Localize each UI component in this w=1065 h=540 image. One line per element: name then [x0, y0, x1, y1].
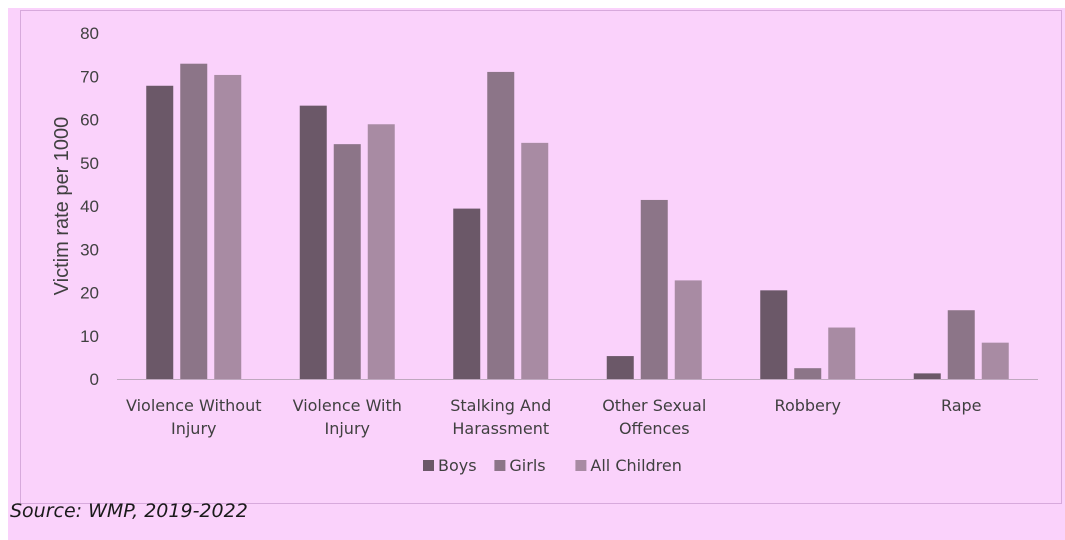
bar-boys — [913, 373, 941, 379]
x-tick-label: Stalking And — [450, 396, 551, 415]
x-tick-label: Violence With — [293, 396, 402, 415]
bar-all-children — [981, 342, 1009, 379]
bar-girls — [487, 71, 515, 380]
bar-all-children — [367, 124, 395, 379]
y-tick-label: 30 — [80, 240, 99, 259]
chart-area-border — [20, 10, 1062, 504]
bar-girls — [333, 144, 361, 379]
y-tick-label: 50 — [80, 154, 99, 173]
y-tick-label: 40 — [80, 197, 99, 216]
y-tick-label: 10 — [80, 327, 99, 346]
x-tick-label: Robbery — [775, 396, 841, 415]
bar-boys — [146, 85, 174, 379]
legend-swatch — [575, 460, 587, 471]
x-tick-label: Offences — [619, 419, 690, 438]
y-tick-label: 20 — [80, 284, 99, 303]
bar-girls — [180, 63, 208, 380]
bar-girls — [794, 368, 822, 379]
bar-all-children — [214, 74, 242, 379]
x-tick-label: Other Sexual — [602, 396, 706, 415]
x-tick-label: Rape — [941, 396, 982, 415]
legend-swatch — [423, 460, 434, 471]
bar-boys — [606, 356, 634, 379]
bar-chart: 0 10 20 30 40 50 60 70 80 Victim rate per 1000 Vio… — [51, 24, 1038, 475]
source-caption: Source: WMP, 2019-2022 — [10, 500, 248, 522]
x-tick-label: Harassment — [452, 419, 549, 438]
x-tick-label: Injury — [171, 419, 217, 438]
y-tick-label: 0 — [90, 370, 99, 389]
y-tick-label: 70 — [80, 67, 99, 86]
y-tick-label: 60 — [80, 111, 99, 130]
y-tick-label: 80 — [80, 24, 99, 43]
bar-boys — [453, 208, 481, 379]
y-axis-title: Victim rate per 1000 — [51, 117, 73, 296]
bar-all-children — [521, 142, 549, 379]
bar-all-children — [828, 327, 856, 379]
bar-boys — [760, 290, 788, 379]
legend-label: Boys — [438, 456, 477, 475]
legend-label: All Children — [590, 456, 682, 475]
legend-label: Girls — [509, 456, 545, 475]
bar-girls — [640, 199, 668, 379]
bar-boys — [299, 105, 327, 379]
bar-all-children — [674, 280, 702, 379]
legend-swatch — [494, 460, 506, 471]
bar-girls — [947, 310, 975, 379]
x-tick-label: Violence Without — [126, 396, 262, 415]
x-tick-label: Injury — [325, 419, 371, 438]
